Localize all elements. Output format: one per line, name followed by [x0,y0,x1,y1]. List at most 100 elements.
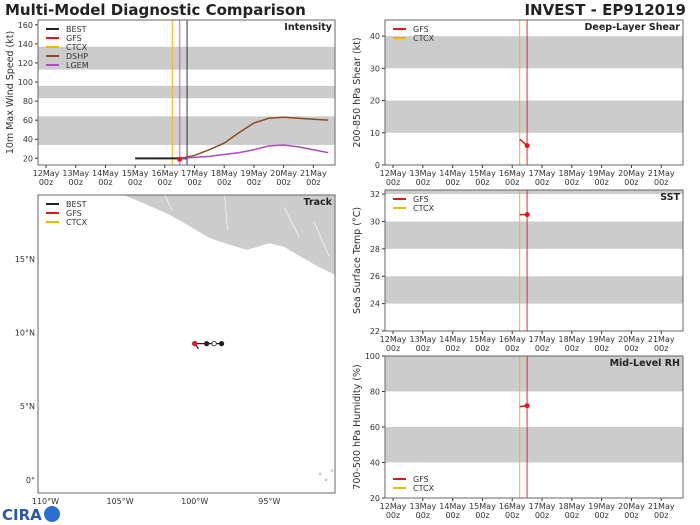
x-tick-label-hour: 00z [416,511,430,520]
x-tick-label-date: 15May [469,169,496,178]
x-tick-label-hour: 00z [505,511,519,520]
x-tick-label-date: 19May [588,502,615,511]
x-tick-label-hour: 00z [475,178,489,187]
x-tick-label-date: 20May [618,169,645,178]
y-tick-label: 15°N [15,255,35,264]
y-tick-label: 120 [18,59,33,68]
x-tick-label-hour: 00z [39,178,53,187]
x-tick-label-date: 17May [181,169,208,178]
y-tick-label: 26 [370,272,380,281]
panel-title: SST [660,192,680,203]
y-axis-label: Sea Surface Temp (°C) [352,207,363,314]
galapagos-island [330,469,334,473]
cira-logo: CIRA [2,505,62,525]
x-tick-label-date: 14May [92,169,119,178]
y-tick-label: 80 [23,97,33,106]
x-tick-label-hour: 00z [565,511,579,520]
galapagos-island [324,478,328,482]
shaded-band [385,356,683,392]
intensity-chart: 2040608010012014016012May00z13May00z14Ma… [5,19,336,187]
x-tick-label-hour: 00z [217,178,231,187]
legend-label-gfs: GFS [413,475,429,484]
x-tick-label-date: 13May [62,169,89,178]
panel-title: Track [304,197,333,208]
y-tick-label: 140 [18,40,33,49]
x-tick-label-date: 21May [648,335,675,344]
x-tick-label-date: 20May [618,335,645,344]
x-tick-label-hour: 00z [535,511,549,520]
x-tick-label-hour: 00z [505,178,519,187]
x-tick-label-date: 17May [529,169,556,178]
x-tick-label-date: 16May [499,335,526,344]
x-tick-label-hour: 00z [624,178,638,187]
y-tick-label: 80 [370,388,380,397]
best-track-point [218,341,225,347]
panel-title: Intensity [284,22,332,33]
cira-logo-image: CIRA [2,506,60,524]
x-tick-label-date: 13May [409,335,436,344]
best-track-point [211,341,217,347]
y-tick-label: 10°N [15,329,35,338]
y-tick-label: 0 [375,161,380,170]
x-tick-label-date: 13May [409,502,436,511]
x-tick-label-hour: 00z [445,344,459,353]
x-tick-label-hour: 00z [386,511,400,520]
x-tick-label-date: 21May [648,502,675,511]
legend-label-ctcx: CTCX [413,34,435,43]
y-tick-label: 24 [370,300,380,309]
x-tick-label-date: 14May [439,502,466,511]
legend-label-ctcx: CTCX [413,484,435,493]
y-tick-label: 40 [370,32,380,41]
series-point-gfs [524,403,530,409]
x-tick-label-date: 18May [558,335,585,344]
x-tick-label-date: 12May [380,335,407,344]
gfs-track-point [192,341,198,347]
y-tick-label: 22 [370,327,380,336]
y-tick-label: 40 [370,459,380,468]
x-tick-label-hour: 00z [276,178,290,187]
y-tick-label: 20 [370,494,380,503]
land-mexico-central-america [122,194,336,276]
plot-frame [384,355,684,499]
shaded-band [385,221,683,249]
shaded-band [385,190,683,195]
x-tick-label: 110°W [32,497,59,506]
legend-label-best: BEST [66,200,87,209]
legend-label-ctcx: CTCX [413,204,435,213]
map-frame [37,194,336,494]
x-tick-label-hour: 00z [594,344,608,353]
x-tick-label-date: 12May [33,169,60,178]
x-tick-label-date: 18May [211,169,238,178]
y-tick-label: 32 [370,190,380,199]
y-tick-label: 20 [23,154,33,163]
plot-frame [384,189,684,332]
y-axis-label: 200-850 hPa Shear (kt) [352,37,363,147]
legend-label-best: BEST [66,25,87,34]
galapagos-island [318,472,322,476]
series-point-gfs [177,156,183,162]
x-tick-label-date: 16May [499,169,526,178]
x-tick-label-date: 20May [618,502,645,511]
plot-area [385,190,683,331]
legend-label-ctcx: CTCX [66,43,88,52]
legend-label-lgem: LGEM [66,61,89,70]
panel-title: Deep-Layer Shear [585,22,681,33]
plot-frame [384,19,684,166]
x-tick-label-hour: 00z [158,178,172,187]
y-tick-label: 60 [23,116,33,125]
x-tick-label-date: 12May [380,169,407,178]
x-tick-label-date: 14May [439,335,466,344]
x-tick-label-hour: 00z [475,511,489,520]
x-tick-label-hour: 00z [624,344,638,353]
track-chart: 110°W 105°W 100°W 95°W 0° 5°N 10°N 15°N Track BES… [15,194,336,506]
x-tick-label-hour: 00z [654,344,668,353]
legend-label-gfs: GFS [66,34,82,43]
shaded-band [385,276,683,304]
series-line-lgem [179,144,329,160]
legend-label-gfs: GFS [413,195,429,204]
x-tick-label-date: 19May [588,335,615,344]
series-line-dshp [179,116,329,160]
x-tick-label-hour: 00z [416,344,430,353]
x-tick-label-hour: 00z [535,178,549,187]
